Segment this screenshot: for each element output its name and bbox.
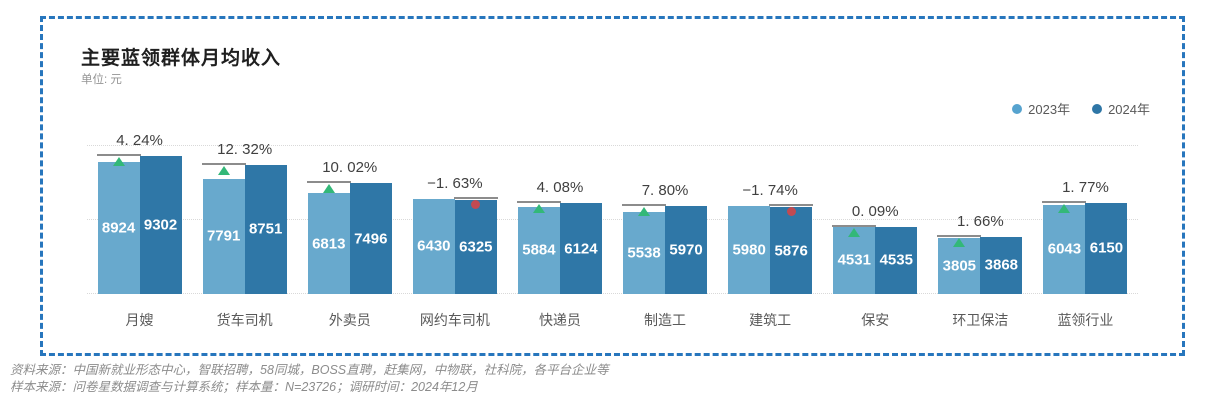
bar-value-label: 8751 [248, 220, 283, 238]
change-label: 4. 08% [536, 179, 584, 197]
bar-2023年-制造工: 5538 [623, 212, 666, 294]
legend-dot-2023-icon [1012, 103, 1023, 114]
category-label: 月嫂 [125, 312, 154, 328]
bar-value-label: 3805 [942, 257, 977, 275]
bar-2023年-建筑工: 5980 [728, 205, 771, 294]
change-marker-line [769, 203, 814, 206]
legend-item-2024: 2024年 [1092, 99, 1150, 118]
plot-area: 8924 9302 4. 24% 7791 8751 12. 32% 6813 7496 10.… [87, 127, 1138, 294]
up-arrow-icon [638, 206, 651, 216]
category-label: 环卫保洁 [952, 312, 1009, 328]
category-label: 外卖员 [328, 312, 371, 328]
bar-value-label: 9302 [143, 216, 178, 234]
down-dot-icon [786, 206, 796, 216]
category-label: 蓝领行业 [1057, 312, 1114, 328]
change-marker-line [96, 154, 141, 157]
change-label: −1. 74% [742, 181, 798, 199]
up-arrow-icon [1058, 203, 1071, 213]
legend-label-2024: 2024年 [1108, 102, 1150, 117]
category-label: 快递员 [538, 312, 581, 328]
up-arrow-icon [112, 157, 125, 167]
gridline-0 [87, 293, 1138, 294]
chart-unit-label: 单位: 元 [81, 74, 122, 86]
up-arrow-icon [848, 227, 861, 237]
bar-2024年-货车司机: 8751 [244, 164, 287, 294]
category-label: 制造工 [644, 312, 687, 328]
bar-value-label: 5884 [522, 241, 556, 259]
chart-title: 主要蓝领群体月均收入 [81, 48, 282, 69]
legend-dot-2024-icon [1092, 103, 1103, 114]
bar-value-label: 6325 [459, 238, 493, 256]
change-label: 0. 09% [851, 202, 899, 220]
bar-value-label: 5970 [669, 241, 703, 259]
bar-value-label: 8924 [101, 219, 136, 237]
up-arrow-icon [322, 184, 335, 194]
bar-value-label: 7496 [354, 230, 388, 248]
bar-2023年-蓝领行业: 6043 [1043, 204, 1086, 294]
bar-value-label: 3868 [984, 256, 1019, 274]
bar-value-label: 6043 [1047, 240, 1082, 258]
bar-2024年-网约车司机: 6325 [454, 200, 497, 294]
bar-value-label: 6430 [417, 237, 451, 255]
change-marker-line [516, 201, 561, 204]
bar-2024年-建筑工: 5876 [770, 207, 813, 294]
change-label: 7. 80% [641, 181, 689, 199]
bar-2024年-保安: 4535 [875, 226, 918, 294]
bar-2024年-外卖员: 7496 [349, 183, 392, 294]
change-label: 1. 77% [1062, 178, 1109, 196]
source-line-1: 资料来源：中国新就业形态中心，智联招聘，58同城，BOSS直聘，赶集网，中物联，… [10, 363, 609, 377]
up-arrow-icon [953, 237, 966, 247]
bar-2023年-月嫂: 8924 [97, 161, 140, 294]
bar-value-label: 4535 [879, 251, 913, 269]
legend: 2023年 2024年 [1012, 99, 1150, 118]
down-dot-icon [471, 199, 481, 209]
bar-value-label: 5980 [732, 241, 766, 259]
bar-2024年-制造工: 5970 [665, 205, 708, 294]
chart-panel: 主要蓝领群体月均收入 单位: 元 2023年 2024年 8924 9302 4. … [40, 16, 1185, 356]
legend-label-2023: 2023年 [1028, 102, 1071, 117]
bar-2024年-蓝领行业: 6150 [1085, 202, 1128, 294]
category-label: 货车司机 [216, 312, 273, 328]
bar-2023年-货车司机: 7791 [202, 178, 245, 294]
bar-value-label: 5538 [627, 244, 661, 262]
bar-value-label: 4531 [837, 251, 871, 269]
bar-2023年-快递员: 5884 [517, 206, 560, 294]
change-marker-line [622, 203, 667, 206]
category-axis: 月嫂 货车司机 外卖员 网约车司机 快递员 制造工 建筑工 保安 环卫保洁 蓝领行业 [87, 310, 1138, 332]
up-arrow-icon [217, 165, 230, 175]
category-label: 建筑工 [749, 312, 792, 328]
bar-value-label: 6124 [564, 240, 598, 258]
bar-value-label: 6150 [1089, 239, 1124, 257]
change-marker-line [937, 234, 982, 237]
change-marker-line [453, 196, 498, 199]
gridline-10000 [87, 145, 1138, 146]
up-arrow-icon [532, 204, 545, 214]
bar-value-label: 7791 [206, 227, 241, 245]
bar-2024年-快递员: 6124 [559, 203, 602, 294]
change-label: −1. 63% [427, 174, 483, 192]
source-note: 资料来源：中国新就业形态中心，智联招聘，58同城，BOSS直聘，赶集网，中物联，… [10, 362, 609, 396]
change-label: 4. 24% [116, 132, 163, 150]
change-marker-line [201, 162, 246, 165]
bar-value-label: 6813 [312, 235, 346, 253]
bar-value-label: 5876 [774, 242, 808, 260]
bar-2023年-保安: 4531 [833, 226, 876, 294]
source-line-2: 样本来源：问卷星数据调查与计算系统；样本量：N=23726；调研时间：2024年… [10, 380, 478, 394]
bar-2023年-环卫保洁: 3805 [938, 237, 981, 294]
bar-2024年-环卫保洁: 3868 [980, 236, 1023, 294]
legend-item-2023: 2023年 [1012, 99, 1070, 118]
bar-2024年-月嫂: 9302 [139, 156, 182, 294]
category-label: 网约车司机 [419, 312, 490, 328]
bar-2023年-外卖员: 6813 [307, 193, 350, 294]
change-marker-line [1042, 200, 1087, 203]
change-marker-line [306, 181, 351, 184]
change-label: 10. 02% [322, 159, 378, 177]
change-marker-line [832, 224, 877, 227]
bar-2023年-网约车司机: 6430 [412, 198, 455, 294]
change-label: 12. 32% [217, 140, 273, 158]
change-label: 1. 66% [956, 212, 1004, 230]
category-label: 保安 [861, 312, 890, 328]
gridline-5000 [87, 219, 1138, 220]
